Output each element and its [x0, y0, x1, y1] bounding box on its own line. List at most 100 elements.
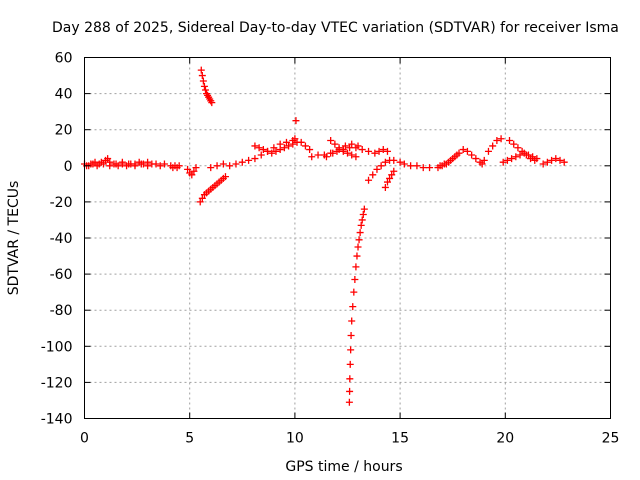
data-point: [510, 140, 518, 148]
data-point: [527, 155, 535, 163]
x-tick-label: 15: [391, 431, 409, 447]
data-point: [453, 151, 461, 159]
series-arc-14h: [381, 167, 398, 191]
data-point: [359, 211, 367, 219]
data-point: [257, 151, 265, 159]
series-arc-11-to-14h: [308, 144, 391, 161]
grid-layer: [84, 57, 611, 419]
data-point: [383, 178, 391, 186]
data-point: [192, 164, 200, 172]
y-tick-label: -140: [41, 412, 73, 428]
data-point: [272, 147, 280, 155]
data-point: [449, 155, 457, 163]
series-arc-20h-cross: [506, 137, 539, 164]
y-tick-label: -60: [50, 267, 73, 283]
data-point: [355, 236, 363, 244]
data-point: [426, 164, 434, 172]
data-point: [381, 158, 389, 166]
data-point: [440, 160, 448, 168]
data-point: [352, 153, 360, 161]
data-point: [297, 138, 305, 146]
series-arc-14-to-16h: [365, 156, 434, 184]
data-point: [349, 303, 357, 311]
data-point: [365, 176, 373, 184]
y-tick-label: 0: [64, 159, 73, 175]
y-tick-label: -80: [50, 303, 73, 319]
series-arc-cross-12h-b: [322, 140, 362, 161]
data-point: [489, 142, 497, 150]
data-point: [308, 153, 316, 161]
data-point: [543, 158, 551, 166]
data-point: [548, 156, 556, 164]
data-point: [373, 165, 381, 173]
data-point: [331, 140, 339, 148]
data-point: [190, 167, 198, 175]
data-point: [390, 156, 398, 164]
data-point: [264, 147, 272, 155]
data-point: [200, 82, 208, 90]
data-point: [201, 86, 209, 94]
data-point: [219, 160, 227, 168]
data-point: [292, 117, 300, 125]
data-point: [276, 146, 284, 154]
data-point: [354, 243, 362, 251]
data-point: [377, 162, 385, 170]
data-point: [381, 183, 389, 191]
data-point: [345, 398, 353, 406]
data-point: [407, 162, 415, 170]
data-point: [87, 160, 95, 168]
data-point: [503, 156, 511, 164]
data-point: [371, 149, 379, 157]
data-point: [552, 155, 560, 163]
data-point: [353, 252, 361, 260]
points-layer: [81, 66, 568, 406]
data-point: [339, 147, 347, 155]
data-point: [285, 142, 293, 150]
data-point: [348, 317, 356, 325]
data-point: [508, 155, 516, 163]
x-tick-label: 0: [80, 431, 89, 447]
data-point: [346, 360, 354, 368]
data-point: [270, 144, 278, 152]
data-point: [514, 144, 522, 152]
data-point: [512, 153, 520, 161]
data-point: [118, 158, 126, 166]
y-tick-label: 60: [55, 51, 73, 67]
data-point: [280, 144, 288, 152]
data-point: [375, 147, 383, 155]
data-point: [137, 160, 145, 168]
data-point: [472, 155, 480, 163]
series-arc-baseline-b: [83, 158, 152, 170]
data-point: [348, 140, 356, 148]
data-point: [198, 72, 206, 80]
data-point: [348, 151, 356, 159]
series-arc-drop-13h: [345, 205, 368, 406]
data-point: [251, 142, 259, 150]
data-point: [99, 160, 107, 168]
data-point: [436, 162, 444, 170]
data-point: [306, 146, 314, 154]
data-point: [468, 151, 476, 159]
y-axis-label: SDTVAR / TECUs: [6, 181, 22, 296]
data-point: [400, 160, 408, 168]
series-arc-outlier-10h: [292, 117, 300, 125]
data-point: [506, 137, 514, 145]
data-point: [91, 158, 99, 166]
data-point: [238, 158, 246, 166]
data-point: [291, 135, 299, 143]
data-point: [347, 346, 355, 354]
y-tick-label: -20: [50, 195, 73, 211]
data-point: [350, 288, 358, 296]
data-point: [388, 171, 396, 179]
x-tick-label: 10: [286, 431, 304, 447]
series-arc-spike-bottom: [196, 173, 229, 206]
data-point: [379, 146, 387, 154]
data-point: [344, 149, 351, 157]
data-point: [444, 158, 452, 166]
data-point: [358, 216, 366, 224]
data-point: [358, 146, 366, 154]
data-point: [226, 162, 234, 170]
data-point: [259, 146, 267, 154]
data-point: [531, 156, 539, 164]
